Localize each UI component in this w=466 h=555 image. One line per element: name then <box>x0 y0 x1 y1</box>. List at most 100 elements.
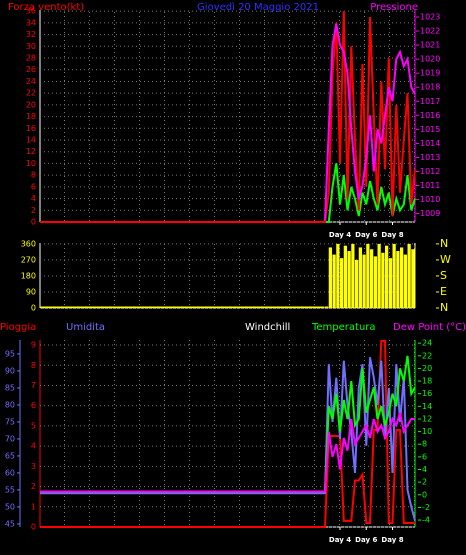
tick-label: -4 <box>422 516 430 525</box>
tick-label: 1020 <box>420 55 440 64</box>
bar <box>40 306 325 308</box>
tick-label: 360 <box>21 239 36 248</box>
tick-label: 1010 <box>420 195 440 204</box>
tick-label: 16 <box>26 124 36 133</box>
tick-label: 7 <box>31 381 36 390</box>
tick-label: 1017 <box>420 97 440 106</box>
tick-label: 18 <box>422 377 432 386</box>
bar <box>366 243 370 308</box>
tick-label: N <box>440 237 448 250</box>
bar <box>347 251 351 308</box>
bar <box>392 243 396 308</box>
tick-label: 55 <box>5 485 15 494</box>
tick-label: 24 <box>26 77 36 86</box>
tick-label: 10 <box>422 427 432 436</box>
series-line <box>40 412 415 493</box>
tick-label: 270 <box>21 255 36 264</box>
tick-label: 24 <box>422 339 432 348</box>
tick-label: 20 <box>26 100 36 109</box>
bar <box>400 247 404 308</box>
tick-label: 14 <box>422 402 432 411</box>
x-tick-label: Day 8 <box>381 536 403 544</box>
tick-label: 6 <box>31 401 36 410</box>
bar <box>358 247 362 308</box>
y-axis-label: Forza vento(kt) <box>8 2 84 13</box>
tick-label: 16 <box>422 389 432 398</box>
series-line <box>40 11 416 223</box>
legend-label: Pioggia <box>0 322 36 333</box>
tick-label: 8 <box>422 440 427 449</box>
x-tick-label: Day 4 <box>329 536 351 544</box>
tick-label: 8 <box>31 171 36 180</box>
tick-label: 10 <box>26 159 36 168</box>
tick-label: 22 <box>26 89 36 98</box>
bar <box>362 254 366 308</box>
tick-label: 1014 <box>420 139 440 148</box>
tick-label: 90 <box>5 366 15 375</box>
bar <box>377 243 381 308</box>
tick-label: E <box>440 285 447 298</box>
tick-label: 6 <box>31 182 36 191</box>
y2-axis-label: Pressione <box>370 2 418 13</box>
tick-label: 1009 <box>420 209 440 218</box>
tick-label: 1022 <box>420 27 440 36</box>
tick-label: 60 <box>5 468 15 477</box>
bar <box>336 243 340 308</box>
tick-label: 36 <box>26 7 36 16</box>
bar <box>351 243 355 308</box>
tick-label: 4 <box>422 465 427 474</box>
tick-label: 1019 <box>420 69 440 78</box>
chart-title: Giovedì 20 Maggio 2021 <box>197 1 319 13</box>
tick-label: 12 <box>26 147 36 156</box>
tick-label: 1023 <box>420 13 440 22</box>
tick-label: 1013 <box>420 153 440 162</box>
tick-label: 30 <box>26 42 36 51</box>
tick-label: 70 <box>5 434 15 443</box>
tick-label: 2 <box>31 482 36 491</box>
bar <box>355 259 359 308</box>
tick-label: 18 <box>26 112 36 121</box>
bar <box>343 245 347 308</box>
tick-label: 14 <box>26 136 36 145</box>
tick-label: 5 <box>31 421 36 430</box>
x-tick-label: Day 8 <box>381 231 403 239</box>
bar <box>381 252 385 308</box>
tick-label: 20 <box>422 364 432 373</box>
series-line <box>324 23 416 221</box>
tick-label: 85 <box>5 383 15 392</box>
bar <box>328 247 332 308</box>
tick-label: 28 <box>26 54 36 63</box>
bar <box>388 258 392 308</box>
bar <box>332 254 336 308</box>
tick-label: 2 <box>31 206 36 215</box>
tick-label: 34 <box>26 18 36 27</box>
series-line <box>40 355 416 493</box>
tick-label: 6 <box>422 452 427 461</box>
tick-label: 90 <box>26 287 36 296</box>
bar <box>370 249 374 308</box>
tick-label: 3 <box>31 462 36 471</box>
series-line <box>40 357 416 521</box>
tick-label: 0 <box>422 490 427 499</box>
tick-label: 22 <box>422 351 432 360</box>
bar <box>407 243 411 308</box>
tick-label: 0 <box>31 523 36 532</box>
tick-label: 75 <box>5 417 15 426</box>
bar <box>396 251 400 308</box>
bar <box>415 245 416 308</box>
bar <box>325 306 329 308</box>
tick-label: 1018 <box>420 83 440 92</box>
tick-label: W <box>440 253 451 266</box>
tick-label: 4 <box>31 194 36 203</box>
bar <box>403 254 407 308</box>
legend-label: Dew Point (°C) <box>393 322 466 333</box>
tick-label: 180 <box>21 271 36 280</box>
tick-label: 4 <box>31 442 36 451</box>
tick-label: 1 <box>31 502 36 511</box>
tick-label: 0 <box>31 218 36 227</box>
tick-label: 32 <box>26 30 36 39</box>
series-line <box>325 163 416 223</box>
legend-label: Umidita <box>66 322 105 333</box>
tick-label: 1016 <box>420 111 440 120</box>
tick-label: -2 <box>422 503 430 512</box>
